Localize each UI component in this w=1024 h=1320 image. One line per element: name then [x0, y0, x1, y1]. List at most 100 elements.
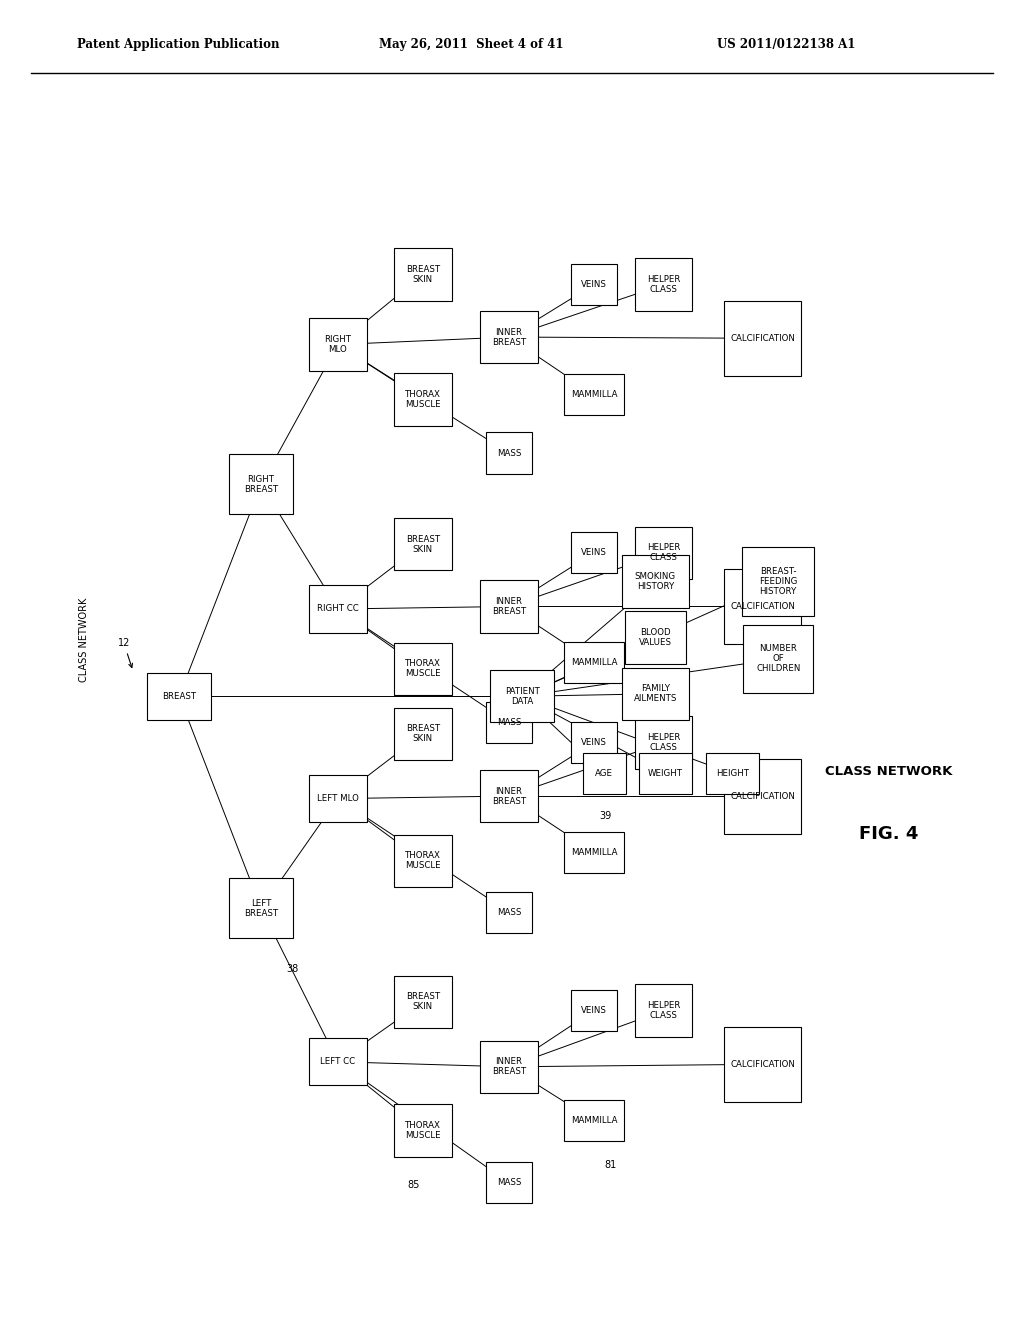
Text: HELPER
CLASS: HELPER CLASS [647, 1001, 680, 1020]
Text: MAMMILLA: MAMMILLA [570, 847, 617, 857]
FancyBboxPatch shape [309, 318, 367, 371]
FancyBboxPatch shape [725, 759, 801, 833]
FancyBboxPatch shape [479, 581, 539, 632]
Text: LEFT
BREAST: LEFT BREAST [244, 899, 279, 917]
FancyBboxPatch shape [485, 891, 532, 933]
Text: VEINS: VEINS [581, 738, 607, 747]
Text: BLOOD
VALUES: BLOOD VALUES [639, 628, 672, 647]
FancyBboxPatch shape [479, 1040, 539, 1093]
Text: INNER
BREAST: INNER BREAST [492, 327, 526, 347]
FancyBboxPatch shape [564, 374, 624, 414]
Text: BREAST: BREAST [162, 692, 197, 701]
Text: HELPER
CLASS: HELPER CLASS [647, 733, 680, 752]
FancyBboxPatch shape [309, 585, 367, 632]
FancyBboxPatch shape [479, 770, 539, 822]
Text: VEINS: VEINS [581, 548, 607, 557]
Text: RIGHT CC: RIGHT CC [317, 605, 358, 614]
Text: INNER
BREAST: INNER BREAST [492, 597, 526, 616]
FancyBboxPatch shape [229, 454, 293, 515]
Text: CALCIFICATION: CALCIFICATION [730, 602, 796, 611]
Text: RIGHT
MLO: RIGHT MLO [325, 335, 351, 354]
Text: FIG. 4: FIG. 4 [859, 825, 919, 842]
Text: FAMILY
AILMENTS: FAMILY AILMENTS [634, 684, 677, 704]
FancyBboxPatch shape [571, 264, 616, 305]
FancyBboxPatch shape [393, 643, 452, 696]
FancyBboxPatch shape [635, 527, 692, 579]
Text: 39: 39 [599, 810, 611, 821]
Text: INNER
BREAST: INNER BREAST [492, 1057, 526, 1076]
Text: CLASS NETWORK: CLASS NETWORK [79, 598, 89, 682]
Text: PATIENT
DATA: PATIENT DATA [505, 686, 540, 706]
Text: BREAST
SKIN: BREAST SKIN [406, 725, 440, 743]
Text: HEIGHT: HEIGHT [716, 770, 749, 777]
FancyBboxPatch shape [706, 752, 759, 795]
FancyBboxPatch shape [725, 301, 801, 376]
Text: MAMMILLA: MAMMILLA [570, 389, 617, 399]
FancyBboxPatch shape [725, 1027, 801, 1102]
FancyBboxPatch shape [309, 1038, 367, 1085]
FancyBboxPatch shape [309, 775, 367, 822]
Text: MASS: MASS [497, 449, 521, 458]
Text: 38: 38 [287, 965, 299, 974]
Text: MAMMILLA: MAMMILLA [570, 1115, 617, 1125]
Text: THORAX
MUSCLE: THORAX MUSCLE [404, 659, 441, 678]
FancyBboxPatch shape [147, 673, 211, 719]
FancyBboxPatch shape [485, 1162, 532, 1204]
Text: US 2011/0122138 A1: US 2011/0122138 A1 [717, 38, 855, 51]
Text: AGE: AGE [595, 770, 613, 777]
Text: WEIGHT: WEIGHT [648, 770, 683, 777]
FancyBboxPatch shape [623, 556, 689, 607]
Text: CALCIFICATION: CALCIFICATION [730, 1060, 796, 1069]
Text: 81: 81 [604, 1160, 616, 1171]
Text: HELPER
CLASS: HELPER CLASS [647, 544, 680, 562]
Text: 85: 85 [408, 1180, 420, 1191]
FancyBboxPatch shape [635, 717, 692, 768]
FancyBboxPatch shape [635, 259, 692, 310]
FancyBboxPatch shape [639, 752, 692, 795]
Text: BREAST
SKIN: BREAST SKIN [406, 993, 440, 1011]
FancyBboxPatch shape [564, 1100, 624, 1140]
Text: VEINS: VEINS [581, 280, 607, 289]
FancyBboxPatch shape [393, 975, 452, 1028]
FancyBboxPatch shape [571, 532, 616, 573]
FancyBboxPatch shape [635, 985, 692, 1036]
Text: BREAST-
FEEDING
HISTORY: BREAST- FEEDING HISTORY [759, 568, 798, 597]
Text: THORAX
MUSCLE: THORAX MUSCLE [404, 389, 441, 409]
FancyBboxPatch shape [485, 433, 532, 474]
FancyBboxPatch shape [571, 990, 616, 1031]
Text: BREAST
SKIN: BREAST SKIN [406, 265, 440, 284]
FancyBboxPatch shape [393, 374, 452, 425]
Text: MASS: MASS [497, 1179, 521, 1187]
Text: VEINS: VEINS [581, 1006, 607, 1015]
FancyBboxPatch shape [725, 569, 801, 644]
FancyBboxPatch shape [485, 702, 532, 743]
FancyBboxPatch shape [479, 310, 539, 363]
Text: RIGHT
BREAST: RIGHT BREAST [244, 475, 279, 494]
FancyBboxPatch shape [393, 1105, 452, 1156]
Text: CALCIFICATION: CALCIFICATION [730, 792, 796, 801]
Text: THORAX
MUSCLE: THORAX MUSCLE [404, 1121, 441, 1140]
FancyBboxPatch shape [625, 611, 686, 664]
FancyBboxPatch shape [571, 722, 616, 763]
FancyBboxPatch shape [393, 248, 452, 301]
Text: MAMMILLA: MAMMILLA [570, 659, 617, 667]
FancyBboxPatch shape [742, 548, 814, 616]
FancyBboxPatch shape [743, 624, 813, 693]
Text: SMOKING
HISTORY: SMOKING HISTORY [635, 572, 676, 591]
Text: BREAST
SKIN: BREAST SKIN [406, 535, 440, 553]
Text: 12: 12 [118, 639, 132, 668]
FancyBboxPatch shape [583, 752, 626, 795]
Text: THORAX
MUSCLE: THORAX MUSCLE [404, 851, 441, 870]
Text: LEFT MLO: LEFT MLO [317, 795, 358, 803]
Text: MASS: MASS [497, 908, 521, 916]
Text: Patent Application Publication: Patent Application Publication [77, 38, 280, 51]
Text: HELPER
CLASS: HELPER CLASS [647, 275, 680, 294]
Text: INNER
BREAST: INNER BREAST [492, 787, 526, 805]
Text: May 26, 2011  Sheet 4 of 41: May 26, 2011 Sheet 4 of 41 [379, 38, 563, 51]
FancyBboxPatch shape [490, 671, 554, 722]
FancyBboxPatch shape [623, 668, 689, 719]
Text: CLASS NETWORK: CLASS NETWORK [825, 764, 952, 777]
Text: MASS: MASS [497, 718, 521, 727]
FancyBboxPatch shape [393, 708, 452, 760]
FancyBboxPatch shape [564, 642, 624, 684]
